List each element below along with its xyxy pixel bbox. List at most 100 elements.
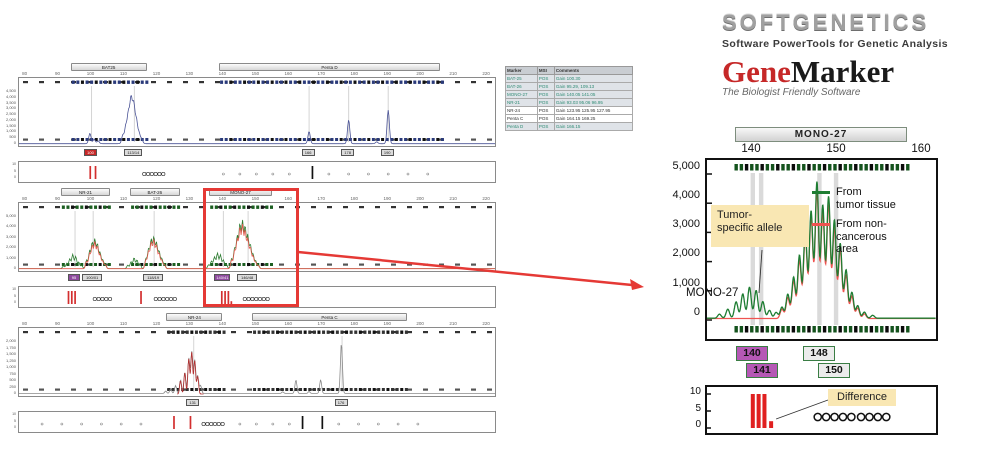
table-cell: NR-24 bbox=[505, 106, 538, 115]
legend: From tumor tissue From non- cancerous ar… bbox=[812, 186, 938, 263]
y-tick-label: 750 bbox=[9, 370, 16, 376]
difference-row[interactable] bbox=[18, 411, 496, 433]
trace-panel-top[interactable]: BAT25 Penta D 80 90 100 110 120 130 140 150 160 170… bbox=[6, 63, 497, 184]
y-label-0: 0 bbox=[693, 306, 700, 318]
x-tick-label: 190 bbox=[383, 321, 391, 326]
allele-box-100/01[interactable]: 100/01 bbox=[82, 274, 103, 281]
mono27-trace-label: MONO-27 bbox=[686, 287, 739, 299]
detail-trace-svg bbox=[707, 164, 936, 333]
trace-chart[interactable] bbox=[18, 77, 497, 147]
x-tick-label: 130 bbox=[185, 321, 194, 326]
table-row-penta d[interactable]: Penta D POS Gain 166.15 bbox=[505, 122, 634, 131]
allele-box-113/14[interactable]: 113/14 bbox=[124, 149, 143, 156]
y-label-2000: 2,000 bbox=[672, 247, 700, 259]
marker-box-pentad[interactable]: Penta D bbox=[219, 63, 440, 71]
genemarker-logo-marker: Marker bbox=[790, 54, 895, 89]
x-tick-label: 130 bbox=[185, 196, 194, 201]
y-tick-label: 1,250 bbox=[5, 357, 16, 363]
y-axis-labels: 4,500 4,000 3,500 3,000 2,500 2,000 1,500 1,000… bbox=[1, 77, 17, 147]
y-tick-label: 0 bbox=[13, 140, 16, 145]
trace bbox=[19, 95, 497, 145]
table-cell: POS bbox=[536, 122, 555, 131]
y-tick-label: 0 bbox=[13, 265, 16, 270]
allele-box-140/41[interactable]: 140/41 bbox=[214, 274, 231, 281]
legend-item-normal: From non- cancerous area bbox=[812, 218, 938, 256]
table-row-nr-21[interactable]: NR-21 POS Gain 93.03 95.06 96.95 bbox=[505, 98, 634, 107]
table-cell: Gain 166.15 bbox=[553, 122, 634, 131]
table-row-mono-27[interactable]: MONO-27 POS Gain 140.05 141.05 bbox=[505, 90, 634, 99]
y-tick-label: 2,000 bbox=[5, 338, 16, 343]
allele-box-140[interactable]: 140 bbox=[736, 346, 768, 361]
trace-chart[interactable] bbox=[18, 202, 497, 272]
legend-text: area bbox=[836, 243, 859, 255]
table-cell: POS bbox=[536, 82, 555, 91]
table-cell: Gain 123.95 125.95 127.95 bbox=[553, 106, 634, 115]
marker-box-bat25[interactable]: BAT25 bbox=[70, 63, 147, 71]
y-tick-label: 1,000 bbox=[5, 128, 16, 134]
difference-row[interactable] bbox=[18, 286, 496, 308]
marker-box-mono27[interactable]: MONO-27 bbox=[735, 127, 907, 142]
x-tick-label: 160 bbox=[284, 196, 293, 201]
x-tick-label: 90 bbox=[55, 196, 61, 201]
allele-box-118/19[interactable]: 118/19 bbox=[143, 274, 164, 281]
sub-y-tick: 10 bbox=[12, 162, 16, 166]
marker-table[interactable]: Marker MSI Comments BAT-25 POS Gain 100.30 BA… bbox=[505, 66, 634, 131]
callout-line: Tumor- bbox=[717, 209, 753, 221]
y-tick-label: 500 bbox=[9, 134, 16, 140]
table-cell: POS bbox=[536, 106, 555, 115]
y-tick-label: 1,500 bbox=[5, 351, 16, 356]
table-header-marker: Marker bbox=[505, 66, 538, 75]
table-row-penta c[interactable]: Penta C POS Gain 164.15 169.25 bbox=[505, 114, 634, 123]
allele-box-146/48[interactable]: 146/48 bbox=[237, 274, 258, 281]
table-cell: NR-21 bbox=[505, 98, 538, 107]
y-tick-label: 1,000 bbox=[5, 254, 16, 260]
table-cell: POS bbox=[536, 114, 555, 123]
allele-box-166[interactable]: 166 bbox=[301, 149, 315, 156]
trace-panel-middle[interactable]: NR-21 BAT-26 MONO-27 80 90 100 110 120 130 140 150… bbox=[6, 188, 497, 309]
table-cell: Gain 93.03 95.06 96.95 bbox=[553, 98, 634, 107]
allele-box-150[interactable]: 150 bbox=[818, 363, 850, 378]
marker-table-header: Marker MSI Comments bbox=[505, 66, 634, 75]
mono27-detail-chart[interactable] bbox=[705, 158, 938, 341]
softgenetics-logo: SOFTGENETICS bbox=[722, 10, 930, 35]
marker-box-nr-24[interactable]: NR-24 bbox=[166, 313, 223, 321]
table-row-bat-25[interactable]: BAT-25 POS Gain 100.30 bbox=[505, 74, 634, 83]
allele-box-131[interactable]: 131 bbox=[186, 399, 200, 406]
trace bbox=[19, 344, 497, 394]
x-tick-label: 100 bbox=[86, 71, 95, 76]
marker-box-pentac[interactable]: Penta C bbox=[252, 313, 407, 321]
x-tick-label: 110 bbox=[119, 71, 128, 76]
allele-box-176[interactable]: 176 bbox=[334, 399, 348, 406]
allele-box-95[interactable]: 95 bbox=[68, 274, 81, 281]
axis-header: NR-21 BAT-26 MONO-27 80 90 100 110 120 130 140 150… bbox=[18, 188, 496, 202]
genemarker-logo-gene: Gene bbox=[722, 54, 791, 89]
trace-chart[interactable] bbox=[18, 327, 497, 397]
y-label-4000: 4,000 bbox=[672, 189, 700, 201]
x-tick-label: 190 bbox=[383, 71, 391, 76]
allele-box-100[interactable]: 100 bbox=[84, 149, 98, 156]
allele-call-row: 95 100/01 118/19 140/41 146/48 bbox=[18, 274, 496, 284]
allele-box-178[interactable]: 178 bbox=[341, 149, 355, 156]
x-tick-label: 210 bbox=[449, 196, 457, 201]
table-row-nr-24[interactable]: NR-24 POS Gain 123.95 125.95 127.95 bbox=[505, 106, 634, 115]
x-tick-label: 170 bbox=[317, 196, 326, 201]
allele-box-148[interactable]: 148 bbox=[803, 346, 835, 361]
selection-rectangle bbox=[203, 188, 299, 307]
allele-box-141[interactable]: 141 bbox=[746, 363, 778, 378]
table-cell: Gain 140.05 141.05 bbox=[553, 90, 634, 99]
marker-box-nr-21[interactable]: NR-21 bbox=[60, 188, 111, 196]
difference-panel[interactable] bbox=[705, 385, 938, 435]
marker-box-bat-26[interactable]: BAT-26 bbox=[130, 188, 180, 196]
allele-box-190[interactable]: 190 bbox=[380, 149, 394, 156]
x-tick-label: 80 bbox=[22, 321, 28, 326]
y-label-5000: 5,000 bbox=[672, 160, 700, 172]
logo-block: SOFTGENETICS Software PowerTools for Gen… bbox=[722, 10, 992, 98]
table-row-bat-26[interactable]: BAT-26 POS Gain 95.29, 109.13 bbox=[505, 82, 634, 91]
legend-swatch-red bbox=[812, 223, 830, 226]
difference-row[interactable] bbox=[18, 161, 496, 183]
trace-panel-bottom[interactable]: NR-24 Penta C 80 90 100 110 120 130 140 150 160 170… bbox=[6, 313, 497, 434]
sub-y-tick: 0 bbox=[14, 425, 16, 429]
y-axis-labels: 2,000 1,750 1,500 1,250 1,000 750 500 250 0 bbox=[1, 327, 17, 397]
x-tick-label: 210 bbox=[449, 71, 457, 76]
trace bbox=[19, 223, 497, 270]
